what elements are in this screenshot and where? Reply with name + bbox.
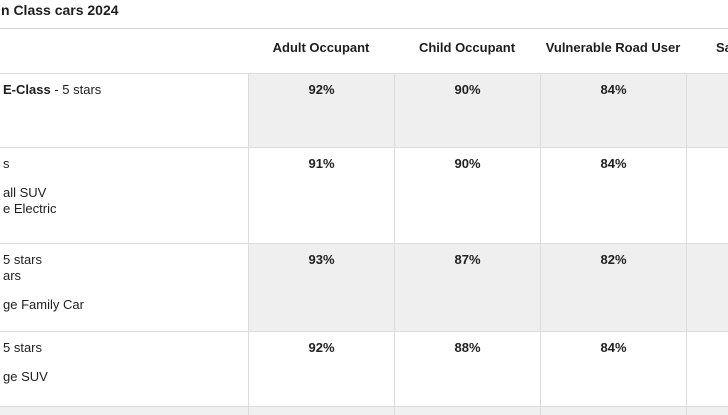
row-label-cell: s all SUV e Electric — [0, 148, 248, 243]
score-cell: 90% — [394, 148, 540, 243]
score-cell: 88% — [394, 332, 540, 406]
score-cell: 84% — [540, 332, 686, 406]
column-header-vulnerable-road-user: Vulnerable Road User — [545, 40, 681, 55]
score-cell — [686, 407, 728, 415]
score-cell: 90% — [394, 74, 540, 147]
page-title: n Class cars 2024 — [1, 2, 119, 18]
table-row: 5 stars ars ge Family Car 93% 87% 82% — [0, 243, 728, 331]
row-label-cell: 5 stars ars ge Family Car — [0, 244, 248, 331]
row-label-line: ge Family Car — [3, 297, 84, 312]
score-cell: 91% — [248, 148, 394, 243]
row-label-cell: E-Class - 5 stars — [0, 74, 248, 147]
score-cell: 92% — [248, 332, 394, 406]
row-label-line: 5 stars — [3, 340, 43, 355]
score-cell: 93% — [248, 244, 394, 331]
row-label-cell: 5 stars ge SUV — [0, 332, 248, 406]
column-header-adult-occupant: Adult Occupant — [272, 40, 370, 55]
row-label-line: s — [3, 156, 10, 171]
score-cell — [686, 332, 728, 406]
column-header-child-occupant: Child Occupant — [418, 40, 516, 55]
score-cell — [248, 407, 394, 415]
score-cell — [394, 407, 540, 415]
row-label-cell — [0, 407, 248, 415]
table-body: E-Class - 5 stars 92% 90% 84% s all SUV e Elec… — [0, 73, 728, 415]
score-cell: 84% — [540, 148, 686, 243]
score-cell — [686, 74, 728, 147]
score-cell — [540, 407, 686, 415]
column-header-safety-assist-label: Sa — [716, 40, 728, 55]
score-cell — [686, 148, 728, 243]
score-cell — [686, 244, 728, 331]
row-label-header-cell — [0, 29, 248, 73]
column-header-safety-assist: Sa — [686, 29, 728, 73]
row-label-line: E-Class - 5 stars — [3, 82, 102, 97]
score-cell: 92% — [248, 74, 394, 147]
row-label-line: all SUV — [3, 185, 47, 200]
table-row: s all SUV e Electric 91% 90% 84% — [0, 147, 728, 243]
score-cell: 87% — [394, 244, 540, 331]
table-header: Adult Occupant Child Occupant Vulnerable… — [0, 28, 728, 73]
table-row — [0, 406, 728, 415]
table-row: 5 stars ge SUV 92% 88% 84% — [0, 331, 728, 406]
score-cell: 84% — [540, 74, 686, 147]
row-label-line: 5 stars — [3, 252, 43, 267]
score-cell: 82% — [540, 244, 686, 331]
row-label-line: ars — [3, 268, 22, 283]
row-label-line: e Electric — [3, 201, 57, 216]
row-label-line: ge SUV — [3, 369, 48, 384]
table-row: E-Class - 5 stars 92% 90% 84% — [0, 73, 728, 147]
